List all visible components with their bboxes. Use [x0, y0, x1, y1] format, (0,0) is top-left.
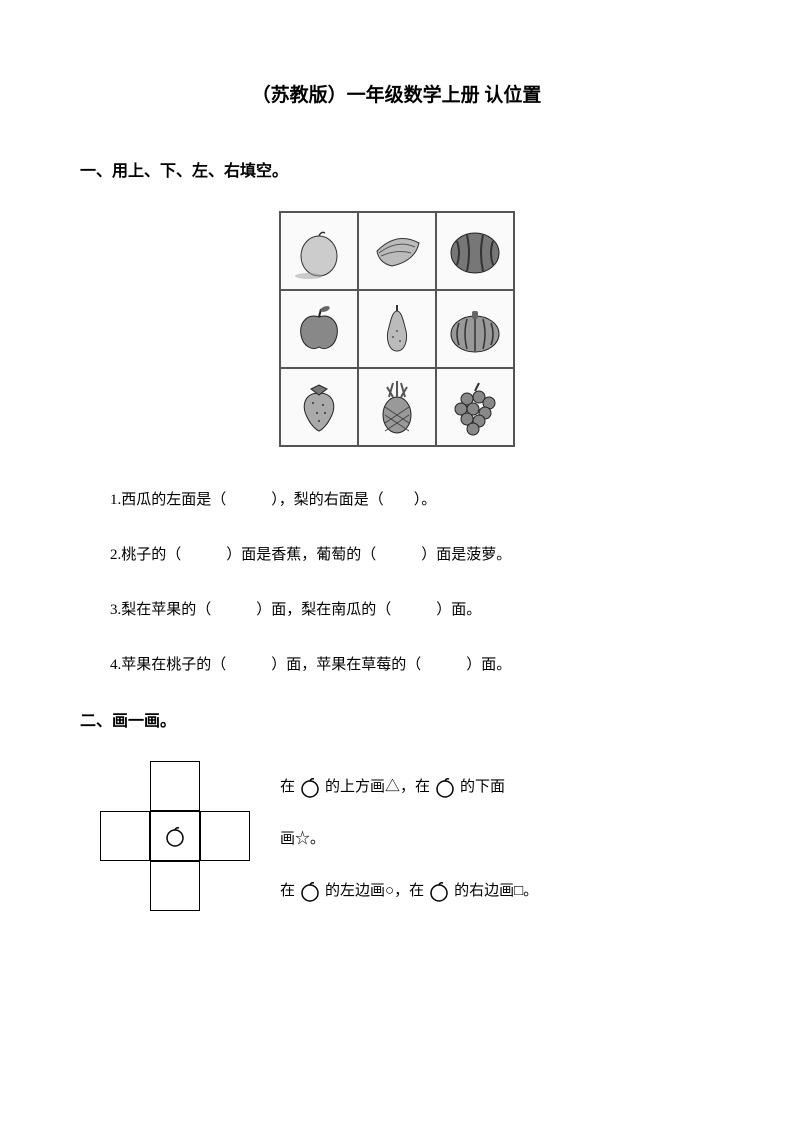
- text-frag: 在: [280, 870, 295, 912]
- section2-header: 二、画一画。: [80, 707, 713, 731]
- cross-cell-top: [150, 761, 200, 811]
- apple-outline-icon: [297, 878, 323, 904]
- cross-shape: [100, 761, 250, 911]
- text-frag: 的右边画□。: [454, 870, 538, 912]
- cross-cell-center: [150, 811, 200, 861]
- fruit-cell-strawberry: [280, 368, 358, 446]
- fruit-cell-grapes: [436, 368, 514, 446]
- pineapple-icon: [367, 377, 427, 437]
- apple-outline-icon: [432, 774, 458, 800]
- apple-outline-icon: [426, 878, 452, 904]
- question-1: 1.西瓜的左面是（ ），梨的右面是（ ）。: [110, 487, 713, 514]
- fruit-cell-banana: [358, 212, 436, 290]
- question-2: 2.桃子的（ ）面是香蕉，葡萄的（ ）面是菠萝。: [110, 542, 713, 569]
- fruit-cell-pumpkin: [436, 290, 514, 368]
- page-title: （苏教版）一年级数学上册 认位置: [80, 80, 713, 107]
- watermelon-icon: [445, 221, 505, 281]
- question-4: 4.苹果在桃子的（ ）面，苹果在草莓的（ ）面。: [110, 652, 713, 679]
- question-list: 1.西瓜的左面是（ ），梨的右面是（ ）。 2.桃子的（ ）面是香蕉，葡萄的（ …: [80, 487, 713, 679]
- text-frag: 在: [280, 766, 295, 808]
- grapes-icon: [445, 377, 505, 437]
- text-frag: 画☆。: [280, 818, 325, 860]
- apple-outline-icon: [297, 774, 323, 800]
- peach-icon: [289, 221, 349, 281]
- apple-outline-icon: [162, 823, 188, 849]
- cross-cell-left: [100, 811, 150, 861]
- strawberry-icon: [289, 377, 349, 437]
- section1-header: 一、用上、下、左、右填空。: [80, 157, 713, 181]
- fruit-grid: [279, 211, 515, 447]
- fruit-cell-peach: [280, 212, 358, 290]
- fruit-cell-pear: [358, 290, 436, 368]
- question-3: 3.梨在苹果的（ ）面，梨在南瓜的（ ）面。: [110, 597, 713, 624]
- text-frag: 的下面: [460, 766, 505, 808]
- text-frag: 的左边画○，在: [325, 870, 424, 912]
- instruction-line-2: 画☆。: [280, 818, 538, 860]
- instruction-line-1: 在 的上方画△，在 的下面: [280, 766, 538, 808]
- fruit-cell-watermelon: [436, 212, 514, 290]
- pumpkin-icon: [445, 299, 505, 359]
- text-frag: 的上方画△，在: [325, 766, 430, 808]
- apple-icon: [289, 299, 349, 359]
- fruit-cell-apple: [280, 290, 358, 368]
- draw-instructions: 在 的上方画△，在 的下面 画☆。 在 的左边画○，在 的右边画□。: [280, 761, 538, 922]
- instruction-line-3: 在 的左边画○，在 的右边画□。: [280, 870, 538, 912]
- pear-icon: [367, 299, 427, 359]
- draw-row: 在 的上方画△，在 的下面 画☆。 在 的左边画○，在 的右边画□。: [80, 761, 713, 922]
- cross-cell-right: [200, 811, 250, 861]
- fruit-cell-pineapple: [358, 368, 436, 446]
- banana-icon: [367, 221, 427, 281]
- fruit-grid-container: [80, 211, 713, 447]
- cross-cell-bottom: [150, 861, 200, 911]
